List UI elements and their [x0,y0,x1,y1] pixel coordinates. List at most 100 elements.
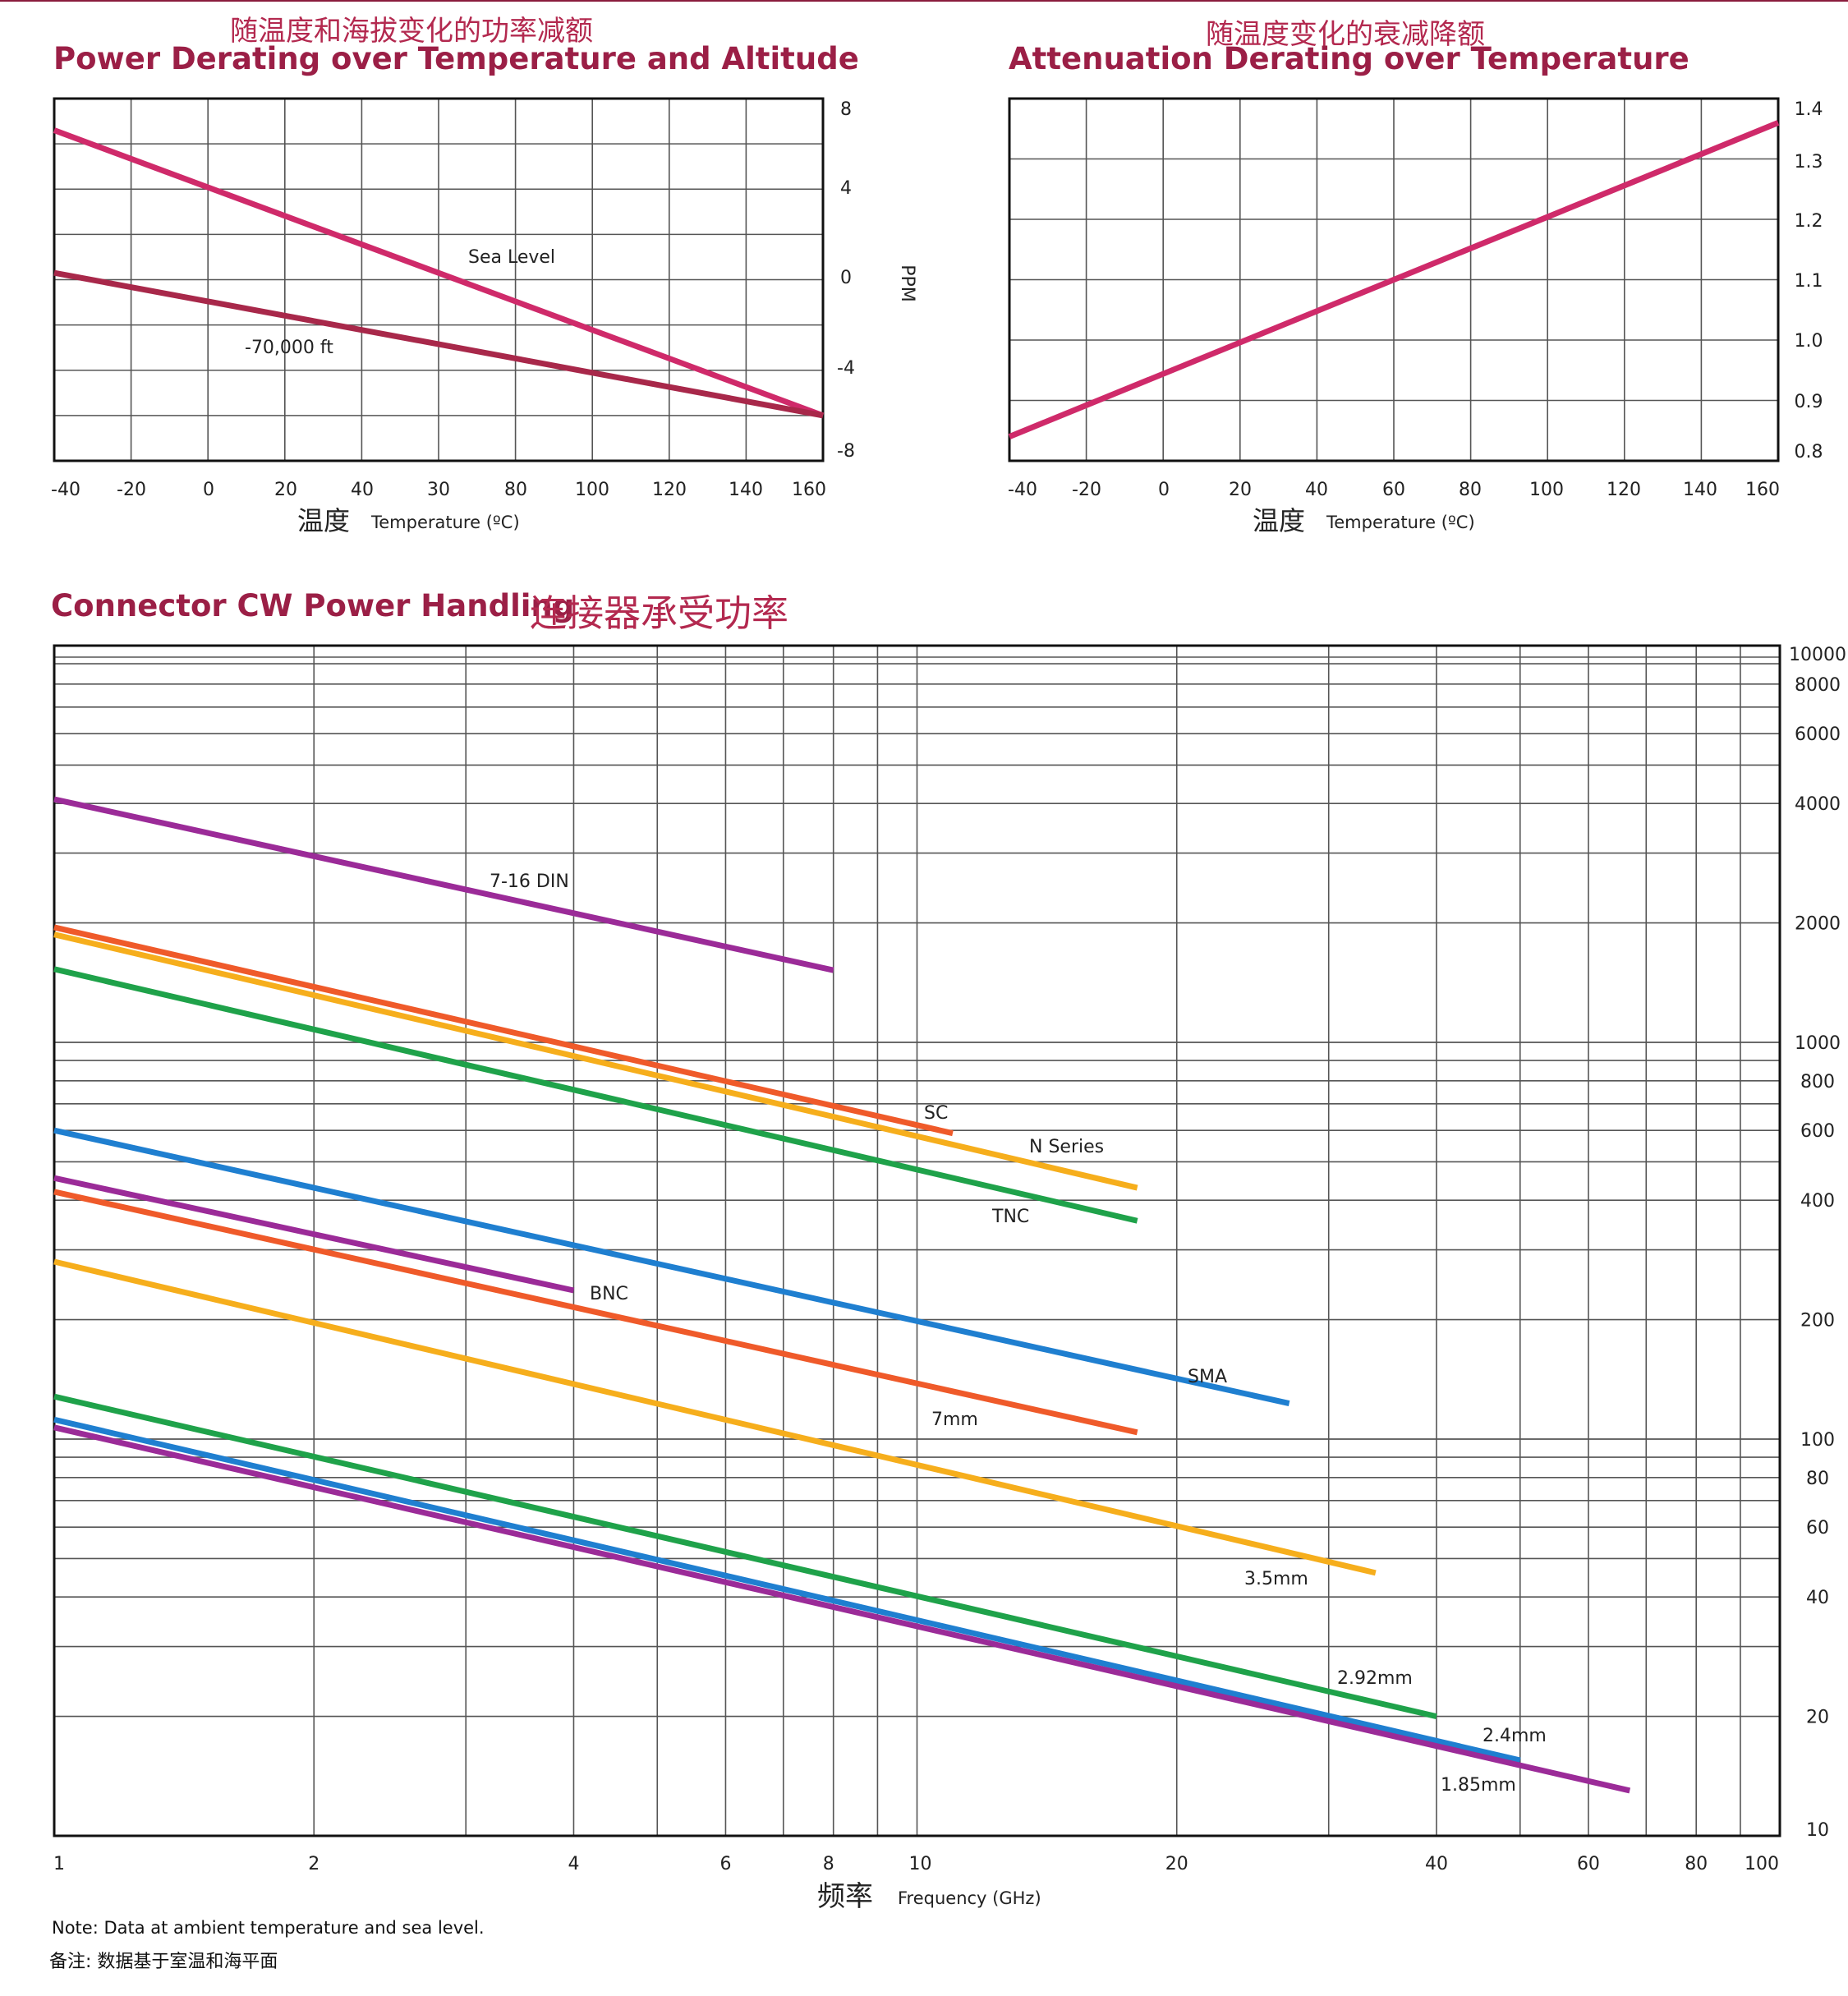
chart1-frame [53,97,825,462]
chart2-frame [1008,97,1780,462]
chart3-xtick-label: 6 [719,1854,731,1874]
chart1-xtick-label: 0 [203,480,214,500]
chart2-ytick-label: 1.0 [1795,331,1823,352]
chart2-xtick-label: 160 [1745,480,1780,500]
chart2-ytick-label: 1.1 [1795,271,1823,292]
chart3-xtick-label: 8 [823,1854,834,1874]
chart3-series-label: 2.92mm [1337,1668,1413,1689]
chart1-ytick-label: -4 [837,358,855,379]
chart3-ytick-label: 10000 [1789,645,1846,665]
chart3-series-line [53,1175,575,1294]
chart1-title: Power Derating over Temperature and Alti… [53,41,859,76]
chart3-series-line [53,966,1138,1224]
chart3-series-label: 3.5mm [1244,1569,1308,1589]
chart3-ytick-label: 1000 [1795,1033,1841,1054]
chart3-frame [53,644,1781,1837]
chart1-xtick-label: 80 [504,480,527,500]
chart2-title: Attenuation Derating over Temperature [1009,41,1689,76]
chart2-xtick-label: 20 [1229,480,1252,500]
chart3-ytick-label: 8000 [1795,675,1841,696]
chart3-series-label: SC [924,1103,948,1124]
chart3-series-line [53,1258,1377,1576]
chart2-xtick-label: 0 [1158,480,1170,500]
chart2-xlabel-cn: 温度 [1253,505,1305,536]
chart3-series-line [53,1393,1437,1720]
chart1-xtick-label: 100 [575,480,609,500]
top-rule [0,0,1848,2]
chart1-xtick-label: 120 [652,480,687,500]
chart3-series-label: N Series [1029,1137,1104,1157]
chart3-ytick-label: 100 [1800,1430,1835,1451]
note-en: Note: Data at ambient temperature and se… [52,1918,485,1938]
chart1-ytick-label: 4 [840,178,852,199]
chart3-series-label: 1.85mm [1441,1775,1516,1796]
chart1-ytick-label: 0 [840,268,852,288]
chart2-xtick-label: 100 [1529,480,1564,500]
chart1-title-cn: 随温度和海拔变化的功率减额 [230,15,593,48]
chart3-xtick-label: 10 [909,1854,932,1874]
chart3-ytick-label: 80 [1806,1469,1829,1489]
chart3-ytick-label: 200 [1800,1311,1835,1331]
chart3-xtick-label: 100 [1745,1854,1779,1874]
chart1-ytick-label: -8 [837,441,855,462]
chart3-xtick-label: 1 [53,1854,65,1874]
chart1-xtick-label: 140 [729,480,763,500]
chart2-title-cn: 随温度变化的衰减降额 [1206,18,1485,51]
chart3-ytick-label: 20 [1806,1708,1829,1728]
chart3-xtick-label: 80 [1685,1854,1708,1874]
chart2-xtick-label: 80 [1459,480,1482,500]
chart3-xtick-label: 40 [1425,1854,1448,1874]
chart3-ytick-label: 800 [1800,1072,1835,1092]
chart1-xtick-label: 20 [274,480,297,500]
chart3-ytick-label: 4000 [1795,794,1841,815]
chart1-xlabel: Temperature (ºC) [370,513,520,532]
chart2-ytick-label: 0.8 [1795,442,1823,462]
chart3-title-cn: 连接器承受功率 [530,591,789,635]
chart3-xtick-label: 60 [1577,1854,1600,1874]
chart3-series-line [53,1189,1138,1436]
chart2-xlabel: Temperature (ºC) [1326,513,1475,532]
chart3-title: Connector CW Power Handling [51,588,575,623]
chart2-xtick-label: 60 [1382,480,1405,500]
chart2-series-line [1008,120,1780,439]
chart3-ytick-label: 2000 [1795,914,1841,935]
note-cn: 备注: 数据基于室温和海平面 [49,1952,278,1972]
chart3-xlabel-cn: 频率 [817,1880,873,1913]
chart3-series-line [53,931,1138,1191]
chart3-ytick-label: 600 [1800,1121,1835,1142]
chart3-series-label: SMA [1188,1367,1227,1387]
chart3-ytick-label: 60 [1806,1518,1829,1538]
chart3-ytick-label: 400 [1800,1191,1835,1212]
chart1-series-label: -70,000 ft [245,338,333,358]
chart2-xtick-label: -40 [1008,480,1037,500]
chart3-series-label: 7-16 DIN [490,872,569,892]
chart3-ytick-label: 10 [1806,1820,1829,1841]
chart2-xtick-label: -20 [1072,480,1101,500]
chart1-series-line [53,127,825,419]
chart3-series-line [53,1416,1521,1764]
chart1-xtick-label: -40 [51,480,80,500]
chart3-xtick-label: 20 [1165,1854,1188,1874]
chart1-xtick-label: 160 [792,480,826,500]
chart3-xtick-label: 2 [308,1854,319,1874]
chart2-xtick-label: 140 [1683,480,1717,500]
chart1-xtick-label: 30 [427,480,450,500]
chart2-xtick-label: 120 [1607,480,1641,500]
chart3-series-label: TNC [991,1207,1029,1227]
chart3-series-label: 2.4mm [1483,1726,1547,1746]
chart1-series-label: Sea Level [468,247,555,268]
chart3-series-line [53,796,834,973]
chart1-xtick-label: 40 [351,480,374,500]
chart2-ytick-label: 1.2 [1795,211,1823,232]
chart3-xtick-label: 4 [568,1854,579,1874]
chart1-xtick-label: -20 [117,480,146,500]
chart2-ytick-label: 0.9 [1795,392,1823,412]
chart2-ytick-label: 1.4 [1795,99,1823,120]
chart3-ytick-label: 40 [1806,1588,1829,1608]
chart2-ytick-label: 1.3 [1795,152,1823,172]
chart1-xlabel-cn: 温度 [297,505,350,536]
chart3-series-line [53,924,954,1137]
chart3-series-line [53,1127,1290,1406]
chart1-series-line [53,269,824,419]
